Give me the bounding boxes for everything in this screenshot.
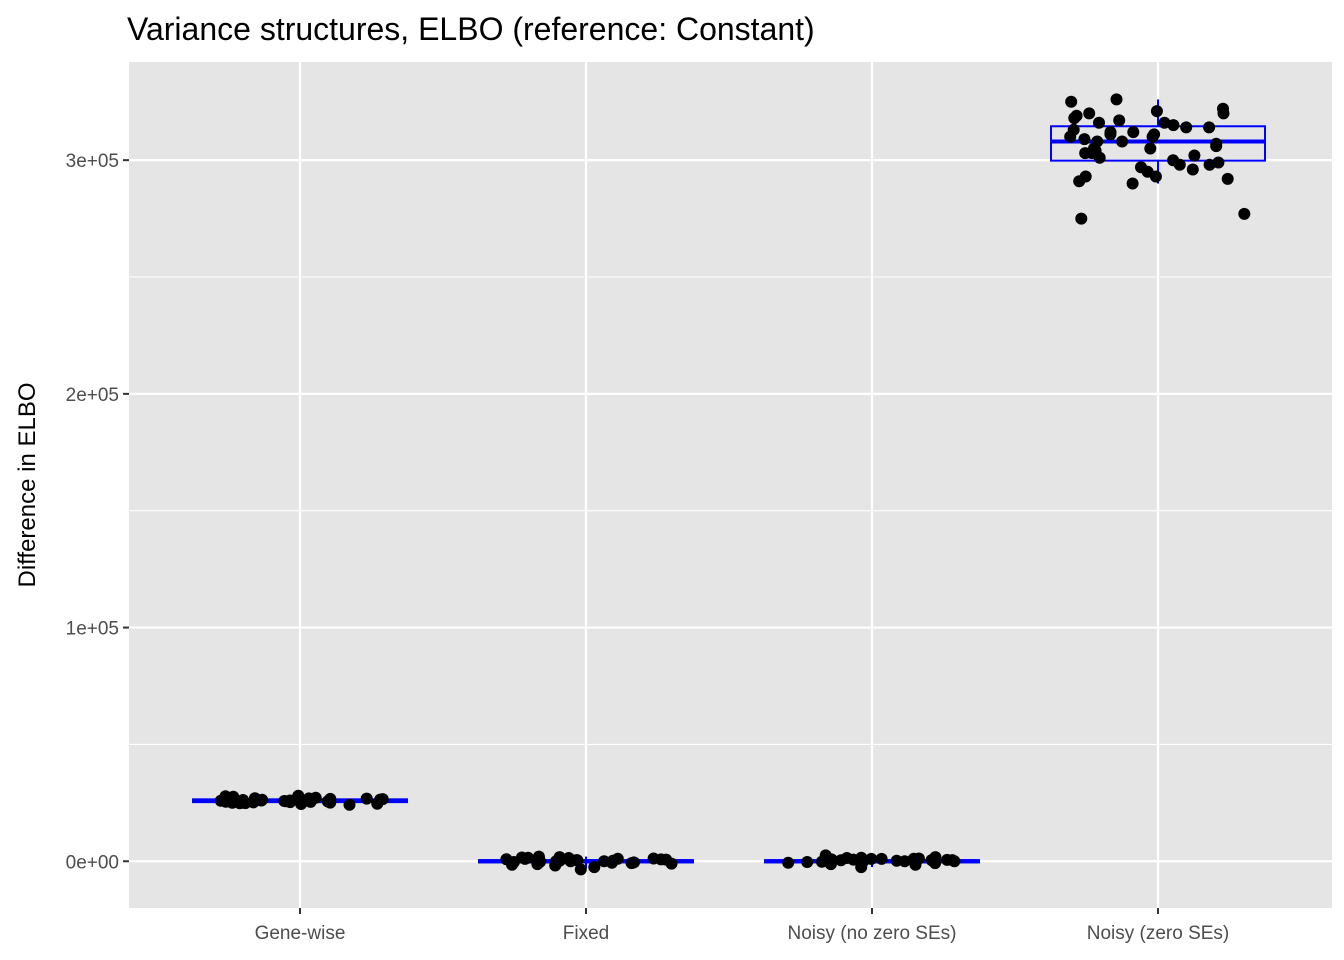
data-point xyxy=(1203,121,1216,134)
data-point xyxy=(782,856,795,869)
data-point xyxy=(1113,114,1126,127)
data-point xyxy=(660,853,673,866)
data-point xyxy=(847,853,860,866)
data-point xyxy=(1065,95,1078,108)
data-point xyxy=(1104,126,1117,139)
data-point xyxy=(1217,102,1229,115)
data-point xyxy=(929,851,942,864)
data-point xyxy=(1083,107,1096,120)
data-point xyxy=(1073,175,1086,188)
data-point xyxy=(824,858,837,871)
data-point xyxy=(1078,133,1091,146)
data-points xyxy=(214,93,1251,876)
data-point xyxy=(1075,212,1088,225)
data-point xyxy=(588,861,601,874)
data-point xyxy=(214,794,227,807)
data-point xyxy=(1127,126,1140,139)
y-tick-label: 3e+05 xyxy=(66,151,119,172)
data-point xyxy=(279,795,292,808)
plot-panel xyxy=(129,62,1332,908)
y-axis-label: Difference in ELBO xyxy=(14,383,41,588)
data-point xyxy=(946,854,959,867)
x-tick-label: Gene-wise xyxy=(255,923,346,944)
data-point xyxy=(531,858,544,871)
data-point xyxy=(1173,158,1186,171)
x-tick-label: Noisy (no zero SEs) xyxy=(788,923,957,944)
data-point xyxy=(875,852,888,865)
data-point xyxy=(1088,142,1100,155)
data-point xyxy=(1149,170,1162,183)
axes: 0e+00 1e+05 2e+05 3e+05 Gene-wise Fixed Noisy … xyxy=(66,151,1230,944)
data-point xyxy=(574,863,587,876)
data-point xyxy=(360,792,373,805)
data-point xyxy=(324,796,337,809)
data-point xyxy=(625,857,638,870)
data-point xyxy=(255,794,268,807)
data-point xyxy=(1064,130,1077,143)
data-point xyxy=(898,855,911,868)
data-point xyxy=(374,793,387,806)
data-point xyxy=(1158,116,1171,129)
data-point xyxy=(1150,105,1163,118)
data-point xyxy=(1186,163,1199,176)
data-point xyxy=(801,856,814,868)
data-point xyxy=(1093,116,1105,129)
data-point xyxy=(1116,135,1129,148)
data-point xyxy=(1135,161,1147,174)
data-point xyxy=(605,856,618,869)
data-point xyxy=(1110,93,1123,106)
data-point xyxy=(647,852,660,865)
data-point xyxy=(1210,140,1223,153)
data-point xyxy=(1070,109,1083,122)
data-point xyxy=(1188,149,1201,162)
grid-lines xyxy=(129,62,1332,908)
data-point xyxy=(907,852,920,865)
data-point xyxy=(302,792,315,805)
data-point xyxy=(1148,128,1161,141)
data-point xyxy=(815,855,828,868)
x-tick-label: Fixed xyxy=(563,923,609,944)
x-tick-label: Noisy (zero SEs) xyxy=(1087,923,1230,944)
data-point xyxy=(1212,156,1225,169)
data-point xyxy=(1221,172,1234,185)
data-point xyxy=(1126,177,1139,190)
data-point xyxy=(227,790,240,803)
data-point xyxy=(564,855,577,868)
data-point xyxy=(1238,207,1251,220)
data-point xyxy=(500,853,513,866)
y-tick-label: 0e+00 xyxy=(66,852,119,873)
y-tick-label: 2e+05 xyxy=(66,385,119,406)
data-point xyxy=(343,798,356,811)
data-point xyxy=(549,859,562,872)
chart-title: Variance structures, ELBO (reference: Co… xyxy=(127,11,815,47)
y-tick-label: 1e+05 xyxy=(66,619,119,640)
data-point xyxy=(1144,142,1157,155)
data-point xyxy=(1079,147,1092,160)
data-point xyxy=(1180,121,1193,134)
data-point xyxy=(239,797,252,810)
